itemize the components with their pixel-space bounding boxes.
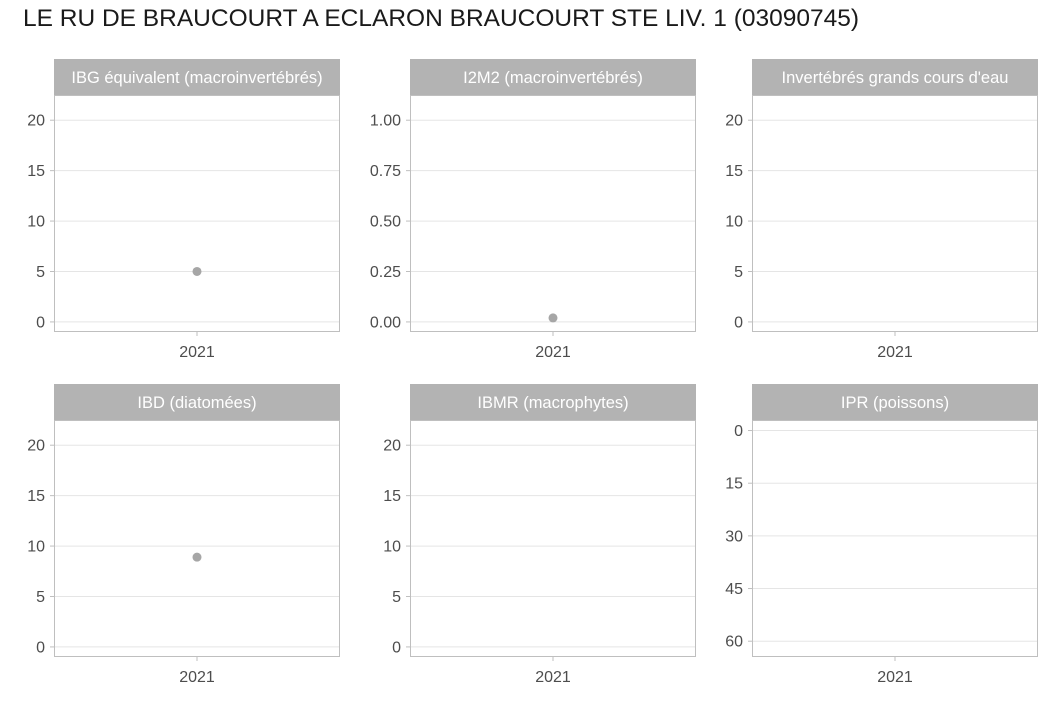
facet-strip-label: IPR (poissons) [841,394,949,412]
panel-border [410,95,696,332]
y-tick-label: 0 [36,314,45,331]
facet-panel-2: 0.00 0.25 0.50 0.75 1.00 2021 I2M2 (macroinver… [370,59,696,361]
y-tick-label: 0 [734,423,743,440]
y-tick-label: 0 [734,314,743,331]
y-tick-label: 10 [27,214,45,231]
data-point [192,552,202,562]
y-tick-label: 15 [27,488,45,505]
plot-background [54,420,340,657]
x-tick-label: 2021 [179,344,215,361]
panel-border [752,95,1038,332]
x-tick-label: 2021 [877,344,913,361]
y-tick-label: 60 [725,634,743,651]
facet-panel-4: 0 5 10 15 20 2021 IBD (diatomées) [27,384,340,686]
facet-panel-1: 0 5 10 15 20 2021 IBG équivalent (macroinverté… [27,59,340,361]
facet-strip-label: IBMR (macrophytes) [477,394,628,412]
facet-panel-6: 0 15 30 45 60 2021 IPR (poissons) [725,384,1038,686]
facet-strip-label: IBG équivalent (macroinvertébrés) [71,69,322,87]
y-tick-label: 20 [27,438,45,455]
y-tick-label: 30 [725,528,743,545]
y-tick-label: 15 [27,163,45,180]
panel-border [54,420,340,657]
data-point [192,266,202,276]
y-tick-label: 10 [27,539,45,556]
y-tick-label: 20 [383,438,401,455]
y-tick-label: 0.50 [370,214,401,231]
facet-panel-3: 0 5 10 15 20 2021 Invertébrés grands cours d'e… [725,59,1038,361]
plot-background [410,420,696,657]
x-tick-label: 2021 [877,669,913,686]
facet-strip [752,59,1038,95]
y-tick-label: 10 [383,539,401,556]
facet-strip [410,384,696,420]
facet-strip-label: IBD (diatomées) [137,394,256,412]
y-tick-label: 20 [27,113,45,130]
facet-panel-5: 0 5 10 15 20 2021 IBMR (macrophytes) [383,384,696,686]
y-tick-label: 15 [383,488,401,505]
facet-strip-label: I2M2 (macroinvertébrés) [463,69,643,87]
x-tick-label: 2021 [535,669,571,686]
y-tick-label: 5 [36,589,45,606]
facet-strip [410,59,696,95]
facet-strip [54,59,340,95]
facet-strip [54,384,340,420]
y-tick-label: 15 [725,163,743,180]
panel-border [54,95,340,332]
y-tick-label: 1.00 [370,113,401,130]
plot-background [54,95,340,332]
y-tick-label: 5 [734,264,743,281]
y-tick-label: 0 [36,639,45,656]
chart-title: LE RU DE BRAUCOURT A ECLARON BRAUCOURT S… [23,5,860,32]
y-tick-label: 0.00 [370,314,401,331]
facet-strip [752,384,1038,420]
plot-background [410,95,696,332]
facet-strip-label: Invertébrés grands cours d'eau [782,69,1009,87]
y-tick-label: 0.75 [370,163,401,180]
x-tick-label: 2021 [535,344,571,361]
y-tick-label: 0 [392,639,401,656]
plot-background [752,420,1038,657]
y-tick-label: 20 [725,113,743,130]
data-point [548,313,558,323]
x-tick-label: 2021 [179,669,215,686]
y-tick-label: 15 [725,476,743,493]
y-tick-label: 5 [36,264,45,281]
y-tick-label: 10 [725,214,743,231]
plot-background [752,95,1038,332]
y-tick-label: 5 [392,589,401,606]
y-tick-label: 45 [725,581,743,598]
panel-border [410,420,696,657]
y-tick-label: 0.25 [370,264,401,281]
panel-border [752,420,1038,657]
